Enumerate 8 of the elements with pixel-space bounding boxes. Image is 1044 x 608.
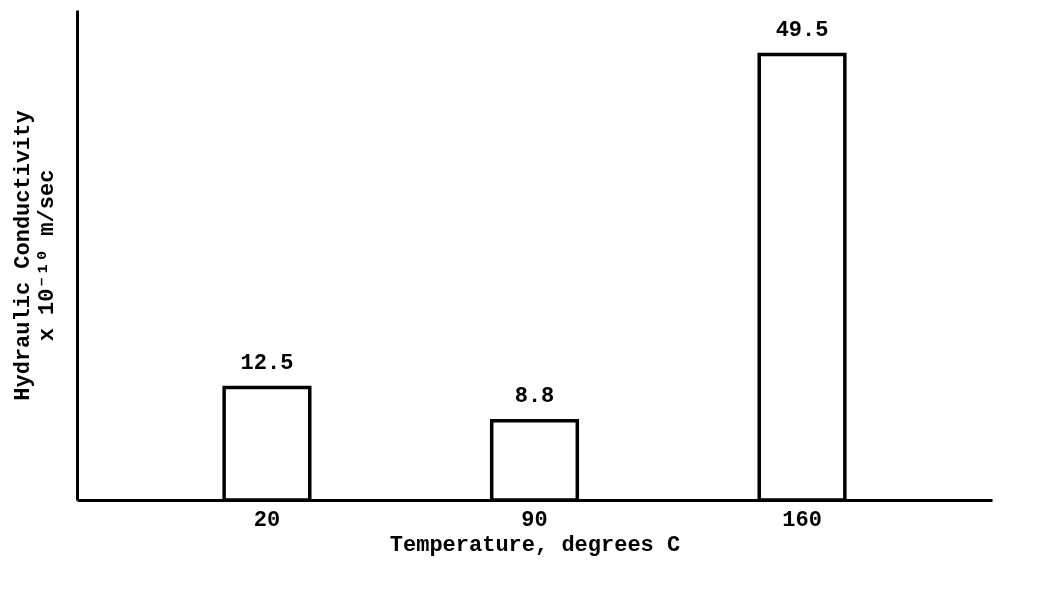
data-label: 8.8 [514,383,555,409]
y-axis-title: Hydraulic Conductivity x 10⁻¹⁰ m/sec [10,110,60,401]
x-tick-label: 90 [521,507,548,533]
data-label: 12.5 [240,350,294,376]
x-axis-title: Temperature, degrees C [389,532,681,558]
data-label: 49.5 [775,17,829,43]
x-tick-label: 160 [782,507,822,533]
x-tick-label: 20 [253,507,281,533]
